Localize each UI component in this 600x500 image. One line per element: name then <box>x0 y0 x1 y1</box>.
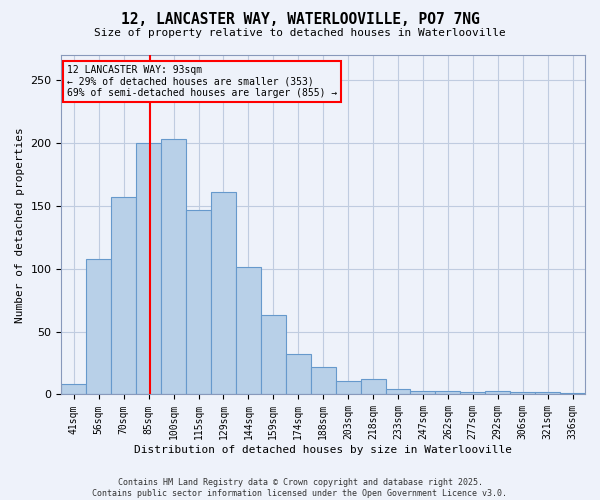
Bar <box>86 258 111 394</box>
Bar <box>111 197 136 394</box>
Bar <box>460 392 485 394</box>
Text: 12 LANCASTER WAY: 93sqm
← 29% of detached houses are smaller (353)
69% of semi-d: 12 LANCASTER WAY: 93sqm ← 29% of detache… <box>67 65 337 98</box>
Bar <box>535 392 560 394</box>
Text: Contains HM Land Registry data © Crown copyright and database right 2025.
Contai: Contains HM Land Registry data © Crown c… <box>92 478 508 498</box>
Bar <box>560 393 585 394</box>
Bar <box>236 268 261 394</box>
Y-axis label: Number of detached properties: Number of detached properties <box>15 127 25 322</box>
Text: 12, LANCASTER WAY, WATERLOOVILLE, PO7 7NG: 12, LANCASTER WAY, WATERLOOVILLE, PO7 7N… <box>121 12 479 28</box>
Bar <box>286 354 311 395</box>
Bar <box>485 390 510 394</box>
Bar <box>261 316 286 394</box>
Bar <box>510 392 535 394</box>
Bar <box>361 380 386 394</box>
Text: Size of property relative to detached houses in Waterlooville: Size of property relative to detached ho… <box>94 28 506 38</box>
Bar <box>386 390 410 394</box>
Bar <box>61 384 86 394</box>
Bar <box>436 390 460 394</box>
Bar <box>335 380 361 394</box>
Bar <box>186 210 211 394</box>
Bar <box>410 390 436 394</box>
Bar <box>211 192 236 394</box>
Bar <box>136 143 161 395</box>
Bar <box>311 367 335 394</box>
Bar <box>161 139 186 394</box>
X-axis label: Distribution of detached houses by size in Waterlooville: Distribution of detached houses by size … <box>134 445 512 455</box>
